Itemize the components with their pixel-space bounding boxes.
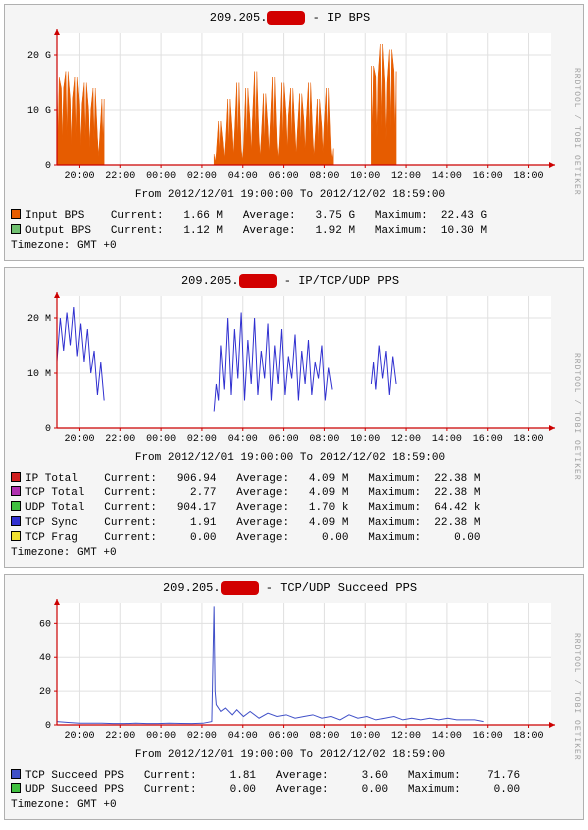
svg-text:18:00: 18:00 — [514, 434, 544, 445]
svg-text:20:00: 20:00 — [64, 434, 94, 445]
svg-text:14:00: 14:00 — [432, 171, 462, 182]
svg-text:22:00: 22:00 — [105, 731, 135, 742]
svg-text:14:00: 14:00 — [432, 434, 462, 445]
svg-text:12:00: 12:00 — [391, 731, 421, 742]
svg-text:12:00: 12:00 — [391, 171, 421, 182]
svg-text:16:00: 16:00 — [473, 731, 503, 742]
panel-tcp-udp-succeed-pps: RRDTOOL / TOBI OETIKER 209.205.7xxxx - T… — [4, 574, 584, 821]
chart2-caption: From 2012/12/01 19:00:00 To 2012/12/02 1… — [11, 450, 569, 464]
chart3-legend: TCP Succeed PPS Current: 1.81 Average: 3… — [11, 769, 569, 799]
svg-text:08:00: 08:00 — [309, 171, 339, 182]
svg-text:04:00: 04:00 — [228, 171, 258, 182]
svg-text:14:00: 14:00 — [432, 731, 462, 742]
panel-ip-bps: RRDTOOL / TOBI OETIKER 209.205.7xxxx - I… — [4, 4, 584, 261]
svg-text:00:00: 00:00 — [146, 171, 176, 182]
svg-text:06:00: 06:00 — [269, 434, 299, 445]
title-suffix: - IP BPS — [305, 11, 370, 25]
title-suffix: - TCP/UDP Succeed PPS — [259, 581, 417, 595]
title-suffix: - IP/TCP/UDP PPS — [277, 274, 399, 288]
svg-text:20 G: 20 G — [27, 51, 51, 62]
svg-text:0: 0 — [45, 424, 51, 435]
svg-text:20: 20 — [39, 687, 51, 698]
svg-text:04:00: 04:00 — [228, 731, 258, 742]
timezone: Timezone: GMT +0 — [11, 798, 569, 813]
svg-text:60: 60 — [39, 619, 51, 630]
svg-text:20:00: 20:00 — [64, 731, 94, 742]
svg-text:16:00: 16:00 — [473, 171, 503, 182]
chart2-plot: 0 10 M 20 M 20:00 22:00 00:00 02:00 04:00 06:00 0… — [11, 290, 561, 450]
watermark: RRDTOOL / TOBI OETIKER — [571, 579, 581, 816]
chart1-title: 209.205.7xxxx - IP BPS — [11, 9, 569, 27]
svg-text:10:00: 10:00 — [350, 434, 380, 445]
chart3-caption: From 2012/12/01 19:00:00 To 2012/12/02 1… — [11, 747, 569, 761]
ip-redacted: 7xxxx — [221, 581, 259, 595]
chart1-plot: 0 10 G 20 G 20:00 22:00 00:00 02:00 04:00 06:00 0… — [11, 27, 561, 187]
watermark: RRDTOOL / TOBI OETIKER — [571, 9, 581, 256]
svg-text:10:00: 10:00 — [350, 731, 380, 742]
timezone: Timezone: GMT +0 — [11, 546, 569, 561]
chart1-legend: Input BPS Current: 1.66 M Average: 3.75 … — [11, 209, 569, 239]
svg-text:10 G: 10 G — [27, 106, 51, 117]
timezone: Timezone: GMT +0 — [11, 239, 569, 254]
chart2-title: 209.205.7xxxx - IP/TCP/UDP PPS — [11, 272, 569, 290]
svg-text:08:00: 08:00 — [309, 434, 339, 445]
svg-text:20:00: 20:00 — [64, 171, 94, 182]
svg-text:00:00: 00:00 — [146, 434, 176, 445]
svg-text:06:00: 06:00 — [269, 731, 299, 742]
ip-prefix: 209.205. — [181, 274, 239, 288]
svg-text:20 M: 20 M — [27, 314, 51, 325]
svg-text:16:00: 16:00 — [473, 434, 503, 445]
svg-text:00:00: 00:00 — [146, 731, 176, 742]
svg-text:40: 40 — [39, 653, 51, 664]
ip-prefix: 209.205. — [210, 11, 268, 25]
svg-text:04:00: 04:00 — [228, 434, 258, 445]
svg-text:02:00: 02:00 — [187, 434, 217, 445]
svg-text:02:00: 02:00 — [187, 171, 217, 182]
svg-text:08:00: 08:00 — [309, 731, 339, 742]
chart2-legend: IP Total Current: 906.94 Average: 4.09 M… — [11, 472, 569, 546]
svg-text:12:00: 12:00 — [391, 434, 421, 445]
svg-text:22:00: 22:00 — [105, 434, 135, 445]
svg-text:06:00: 06:00 — [269, 171, 299, 182]
chart3-plot: 0 20 40 60 20:00 22:00 00:00 02:00 04:00 06:00… — [11, 597, 561, 747]
svg-text:0: 0 — [45, 161, 51, 172]
panel-ip-tcp-udp-pps: RRDTOOL / TOBI OETIKER 209.205.7xxxx - I… — [4, 267, 584, 568]
svg-text:02:00: 02:00 — [187, 731, 217, 742]
svg-text:18:00: 18:00 — [514, 171, 544, 182]
svg-text:10 M: 10 M — [27, 369, 51, 380]
svg-text:18:00: 18:00 — [514, 731, 544, 742]
chart1-caption: From 2012/12/01 19:00:00 To 2012/12/02 1… — [11, 187, 569, 201]
ip-redacted: 7xxxx — [239, 274, 277, 288]
svg-text:10:00: 10:00 — [350, 171, 380, 182]
ip-prefix: 209.205. — [163, 581, 221, 595]
svg-text:0: 0 — [45, 721, 51, 732]
watermark: RRDTOOL / TOBI OETIKER — [571, 272, 581, 563]
ip-redacted: 7xxxx — [267, 11, 305, 25]
svg-text:22:00: 22:00 — [105, 171, 135, 182]
chart3-title: 209.205.7xxxx - TCP/UDP Succeed PPS — [11, 579, 569, 597]
